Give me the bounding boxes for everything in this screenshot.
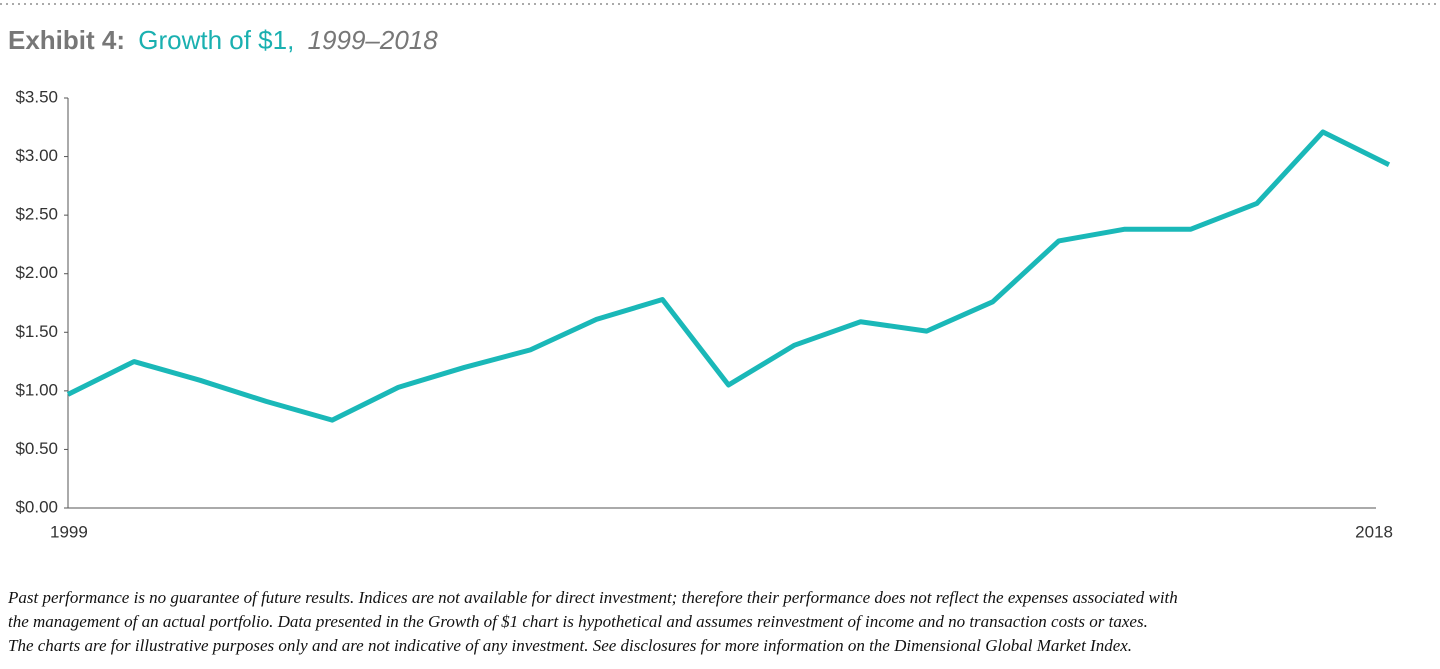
y-tick-label: $2.00 — [15, 263, 58, 282]
series-line — [66, 129, 1391, 423]
title-prefix: Exhibit 4: — [8, 25, 125, 55]
y-tick-label: $2.50 — [15, 205, 58, 224]
y-tick-label: $1.50 — [15, 322, 58, 341]
title-main: Growth of $1, — [138, 25, 294, 55]
subtitle: 1999–2018 — [308, 25, 439, 55]
y-tick-label: $1.00 — [15, 380, 58, 399]
footnote-line: The charts are for illustrative purposes… — [8, 636, 1132, 655]
y-tick-label: $0.00 — [15, 497, 58, 516]
x-tick-label: 1999 — [50, 522, 88, 541]
footnote-line: the management of an actual portfolio. D… — [8, 612, 1148, 631]
x-tick-label: 2018 — [1355, 522, 1393, 541]
y-tick-label: $3.50 — [15, 87, 58, 106]
chart-title: Exhibit 4: Growth of $1, 1999–2018 — [8, 25, 438, 55]
footnote-line: Past performance is no guarantee of futu… — [7, 588, 1178, 607]
y-tick-label: $3.00 — [15, 146, 58, 165]
y-tick-label: $0.50 — [15, 439, 58, 458]
